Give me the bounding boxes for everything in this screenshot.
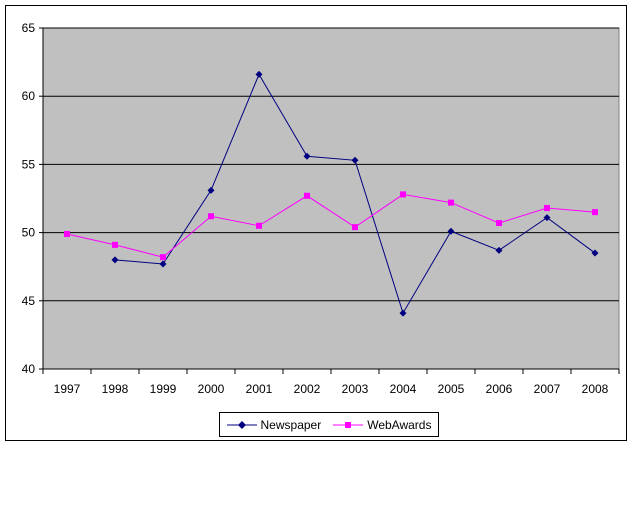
legend-newspaper-swatch xyxy=(226,420,257,429)
legend-label-newspaper: Newspaper xyxy=(260,417,322,432)
x-tick-label: 2006 xyxy=(486,382,513,396)
y-tick-label: 60 xyxy=(22,89,36,103)
data-point xyxy=(400,191,406,198)
x-tick-label: 2007 xyxy=(534,382,561,396)
y-tick-label: 40 xyxy=(22,362,36,376)
series-layer xyxy=(64,70,599,317)
data-point xyxy=(159,260,167,268)
x-tick-label: 2003 xyxy=(342,382,369,396)
data-point xyxy=(447,227,455,235)
x-tick-label: 2001 xyxy=(246,382,273,396)
data-point xyxy=(160,254,166,261)
plot-background xyxy=(42,27,620,370)
y-tick-label: 50 xyxy=(22,226,36,240)
data-point xyxy=(303,152,311,160)
data-point xyxy=(304,192,310,199)
data-point xyxy=(111,256,119,264)
axes: 40 45 50 55 60 65 1997 1998 1999 2000 2001 2002 2003… xyxy=(22,21,620,396)
data-point xyxy=(64,230,70,237)
data-point xyxy=(496,220,502,227)
series-webawards xyxy=(64,191,598,261)
y-tick-label: 65 xyxy=(22,21,36,35)
x-tick-label: 2000 xyxy=(198,382,225,396)
data-point xyxy=(112,241,118,248)
data-point xyxy=(256,222,262,229)
x-tick-label: 1997 xyxy=(54,382,81,396)
data-point xyxy=(592,209,598,216)
x-tick-label: 1998 xyxy=(102,382,129,396)
x-tick-label: 2002 xyxy=(294,382,321,396)
data-point xyxy=(255,70,263,78)
plot-area xyxy=(42,27,620,370)
x-tick-label: 2005 xyxy=(438,382,465,396)
data-point xyxy=(207,186,215,194)
data-point xyxy=(351,156,359,164)
data-point xyxy=(544,205,550,212)
series-newspaper xyxy=(111,70,599,317)
x-tick-label: 2008 xyxy=(582,382,609,396)
legend-label-webawards: WebAwards xyxy=(367,417,432,432)
data-point xyxy=(208,213,214,220)
legend-webawards-swatch xyxy=(333,421,364,428)
data-point xyxy=(495,246,503,254)
data-point xyxy=(399,309,407,317)
x-tick-label: 1999 xyxy=(150,382,177,396)
data-point xyxy=(591,249,599,257)
x-tick-label: 2004 xyxy=(390,382,417,396)
legend-item-newspaper: Newspaper xyxy=(226,417,322,432)
series-line-webawards xyxy=(66,193,596,258)
data-point xyxy=(543,214,551,222)
legend: Newspaper WebAwards xyxy=(219,412,439,437)
data-point xyxy=(352,224,358,231)
data-point xyxy=(448,199,454,206)
y-tick-label: 55 xyxy=(22,157,36,171)
y-tick-label: 45 xyxy=(22,294,36,308)
legend-item-webawards: WebAwards xyxy=(333,418,431,432)
